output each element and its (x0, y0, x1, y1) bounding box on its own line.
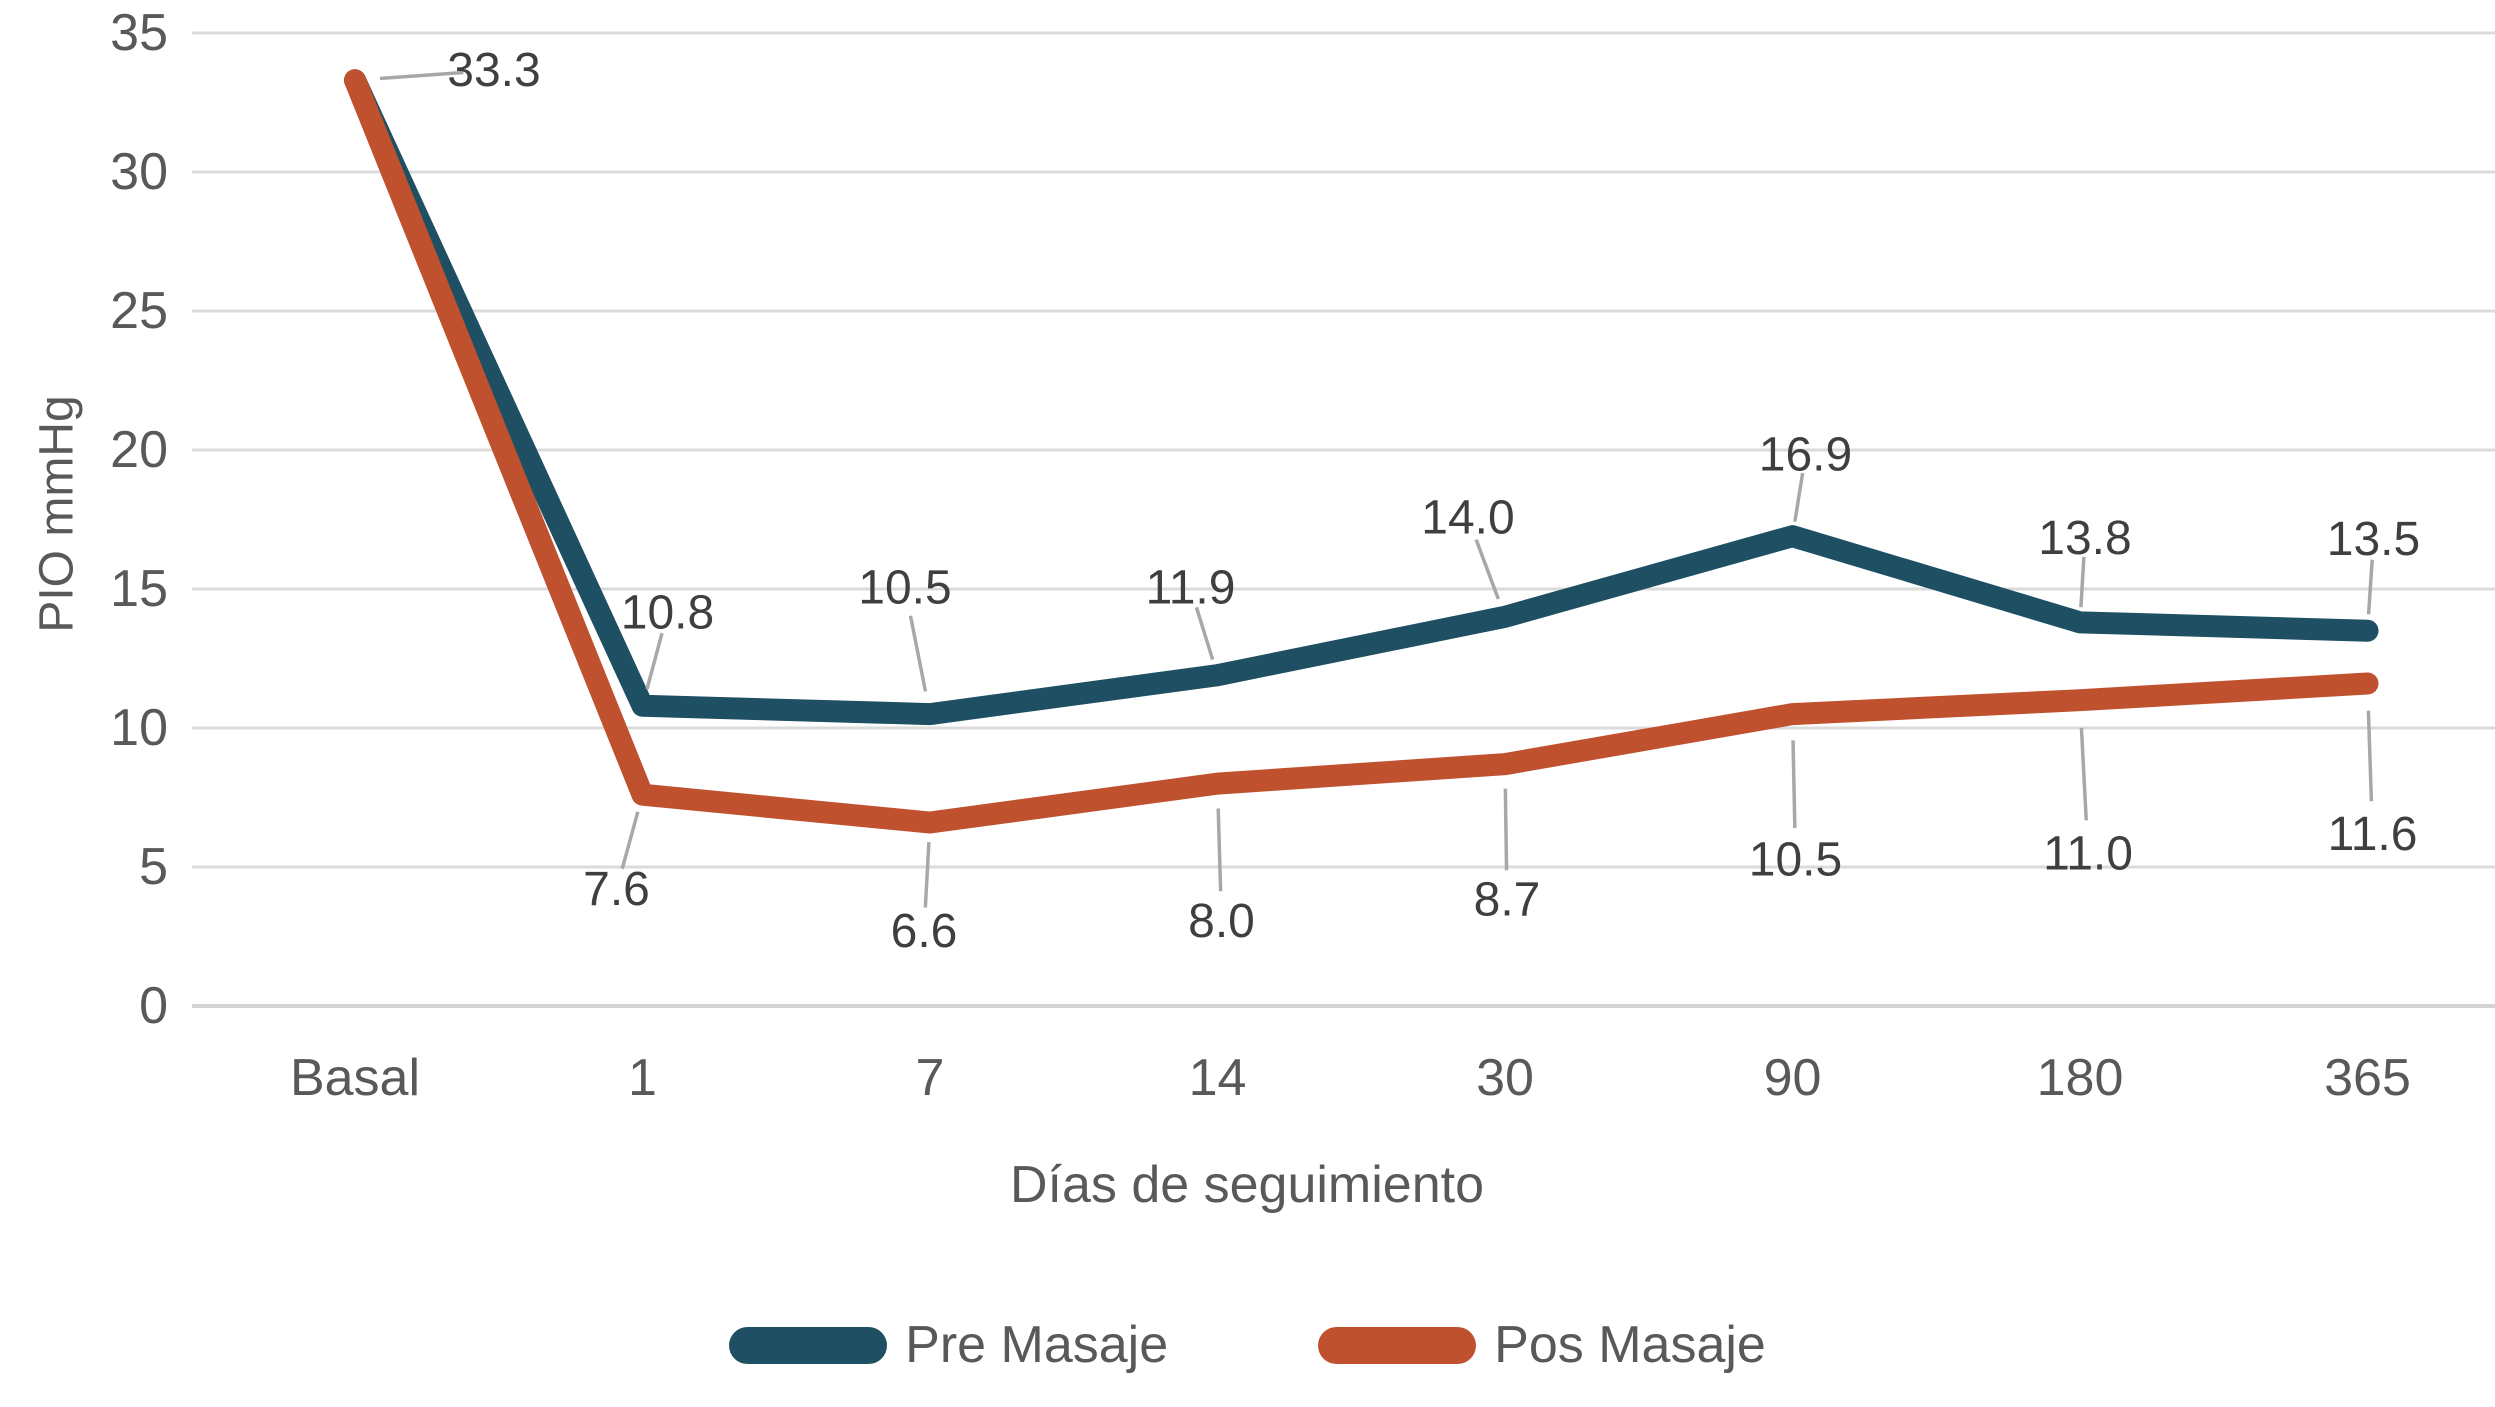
x-tick-label: 180 (2037, 1049, 2124, 1107)
pre-masaje-swatch (729, 1326, 888, 1364)
x-tick-label: 365 (2324, 1049, 2411, 1107)
y-tick-label: 15 (110, 560, 168, 618)
data-label-pre-masaje: 10.5 (858, 562, 951, 615)
data-label-pos-masaje: 10.5 (1749, 834, 1842, 887)
pos-masaje-swatch (1318, 1326, 1477, 1364)
data-label-pos-masaje: 6.6 (891, 905, 958, 958)
x-tick-label: 30 (1476, 1049, 1534, 1107)
legend-label-pos-masaje: Pos Masaje (1494, 1316, 1766, 1374)
series-line-pos-masaje (344, 69, 2379, 834)
label-leader-line (620, 811, 640, 870)
label-leader-line (1194, 606, 1215, 661)
label-leader-line (2079, 727, 2088, 821)
label-leader-line (1503, 788, 1509, 871)
label-leader-line (1216, 808, 1223, 892)
data-label-pre-masaje: 16.9 (1759, 429, 1852, 482)
label-leader-line (2366, 710, 2374, 802)
data-label-pos-masaje: 7.6 (583, 863, 650, 916)
y-tick-label: 0 (139, 977, 168, 1035)
y-tick-label: 20 (110, 421, 168, 479)
data-label-pre-masaje: 10.8 (621, 586, 714, 639)
x-tick-label: Basal (290, 1049, 420, 1107)
label-leader-line (1791, 740, 1797, 829)
x-tick-label: 1 (628, 1049, 657, 1107)
x-tick-label: 7 (916, 1049, 945, 1107)
y-tick-label: 5 (139, 838, 168, 896)
label-leader-line (908, 615, 928, 692)
label-leader-line (1474, 538, 1500, 600)
y-tick-label: 30 (110, 143, 168, 201)
data-label-pos-masaje: 11.6 (2328, 808, 2418, 861)
data-label-pre-masaje: 13.8 (2038, 512, 2131, 565)
x-tick-label: 90 (1764, 1049, 1822, 1107)
data-label-pos-masaje: 11.0 (2043, 828, 2133, 881)
data-label-pos-masaje: 8.7 (1474, 874, 1541, 927)
series-line-pre-masaje (344, 69, 2379, 726)
legend-item-pos-masaje: Pos Masaje (1318, 1319, 1766, 1371)
data-label-pre-masaje: 13.5 (2327, 513, 2420, 566)
chart-legend: Pre Masaje Pos Masaje (0, 1295, 2495, 1395)
data-label-pre-masaje: 14.0 (1421, 491, 1514, 544)
y-axis-title: PIO mmHg (31, 395, 84, 632)
y-tick-label: 35 (110, 4, 168, 62)
y-tick-label: 25 (110, 282, 168, 340)
x-tick-label: 14 (1189, 1049, 1247, 1107)
data-label-pre-masaje: 33.3 (447, 44, 540, 97)
x-axis-title: Días de seguimiento (1010, 1156, 1484, 1214)
label-leader-line (645, 632, 664, 690)
label-leader-line (923, 842, 931, 908)
legend-label-pre-masaje: Pre Masaje (905, 1316, 1169, 1374)
legend-item-pre-masaje: Pre Masaje (729, 1319, 1168, 1371)
label-leader-line (2079, 556, 2086, 608)
y-tick-label: 10 (110, 699, 168, 757)
label-leader-line (379, 70, 464, 81)
label-leader-line (1793, 472, 1805, 522)
label-leader-line (2366, 559, 2374, 615)
data-label-pos-masaje: 8.0 (1188, 895, 1255, 948)
data-label-pre-masaje: 11.9 (1146, 562, 1236, 615)
